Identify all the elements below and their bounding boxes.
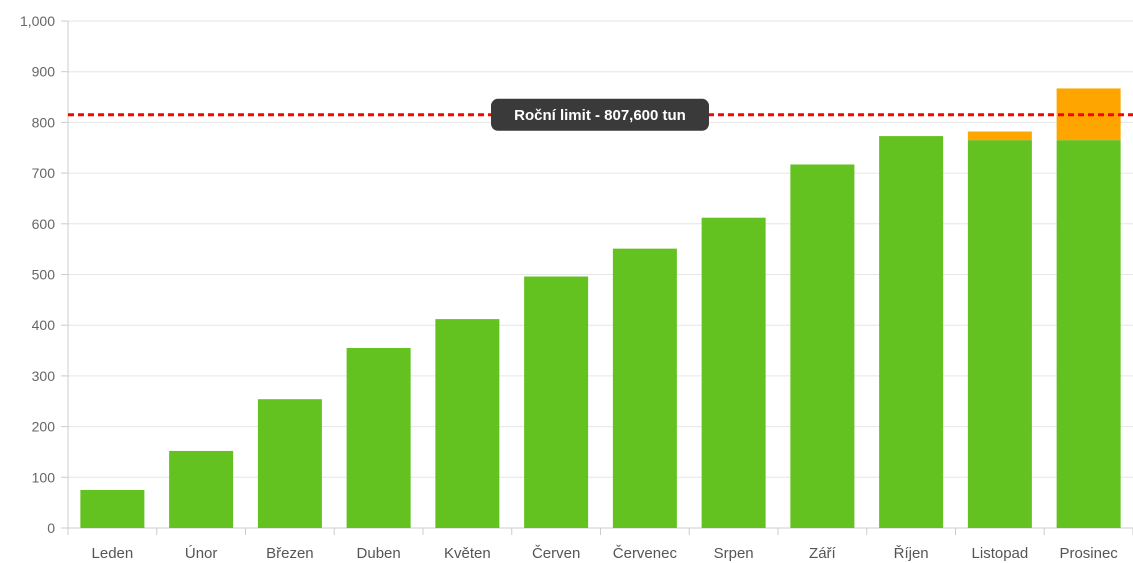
bar-base — [879, 136, 944, 529]
bar-base — [790, 164, 855, 528]
bar-base — [169, 450, 234, 528]
x-axis: Leden Únor Březen Duben Květen Červen Červenec… — [92, 528, 1133, 562]
x-category-label: Leden — [92, 545, 134, 562]
y-tick-label: 200 — [32, 419, 56, 435]
x-category-label: Březen — [266, 545, 314, 562]
x-category-label: Září — [809, 545, 837, 562]
bar-base — [524, 276, 589, 528]
y-tick-label: 0 — [47, 520, 55, 536]
y-tick-label: 300 — [32, 368, 56, 384]
x-category-label: Říjen — [894, 545, 929, 562]
x-category-label: Únor — [185, 545, 218, 562]
limit-label-box — [491, 98, 709, 131]
x-category-label: Červen — [532, 545, 580, 562]
bar-base — [967, 140, 1032, 528]
limit-label: Roční limit - 807,600 tun — [514, 107, 686, 124]
x-category-label: Prosinec — [1059, 545, 1118, 562]
x-category-label: Červenec — [613, 545, 678, 562]
bar-base — [435, 319, 500, 528]
x-category-label: Duben — [357, 545, 401, 562]
limit-annotation: Roční limit - 807,600 tun — [68, 98, 1133, 131]
x-category-label: Květen — [444, 545, 491, 562]
bar-base — [701, 217, 766, 528]
y-tick-label: 1,000 — [20, 13, 55, 29]
bar-base — [80, 489, 145, 528]
bar-excess — [967, 131, 1032, 141]
x-category-label: Listopad — [972, 545, 1029, 562]
bar-base — [612, 248, 677, 528]
x-category-label: Srpen — [714, 545, 754, 562]
y-tick-label: 400 — [32, 317, 56, 333]
bar-base — [1056, 140, 1121, 528]
bar-base — [257, 399, 322, 528]
y-tick-label: 500 — [32, 267, 56, 283]
bar-base — [346, 348, 411, 528]
y-tick-label: 800 — [32, 114, 56, 130]
y-tick-label: 100 — [32, 469, 56, 485]
y-tick-label: 900 — [32, 64, 56, 80]
y-tick-label: 700 — [32, 165, 56, 181]
y-tick-label: 600 — [32, 216, 56, 232]
bars — [80, 88, 1121, 529]
y-axis: 0 100 200 300 400 500 600 700 800 900 1,000 — [20, 13, 69, 536]
